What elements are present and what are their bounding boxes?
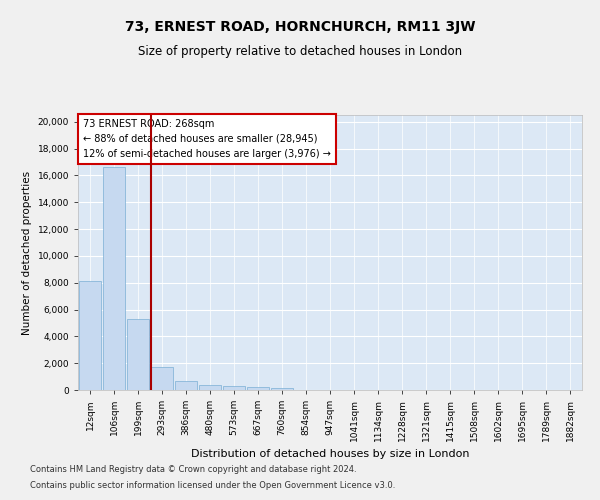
Text: 73 ERNEST ROAD: 268sqm
← 88% of detached houses are smaller (28,945)
12% of semi: 73 ERNEST ROAD: 268sqm ← 88% of detached… — [83, 119, 331, 158]
Y-axis label: Number of detached properties: Number of detached properties — [22, 170, 32, 334]
Text: Size of property relative to detached houses in London: Size of property relative to detached ho… — [138, 45, 462, 58]
Bar — [103, 168, 125, 390]
Bar — [79, 282, 101, 390]
Text: 73, ERNEST ROAD, HORNCHURCH, RM11 3JW: 73, ERNEST ROAD, HORNCHURCH, RM11 3JW — [125, 20, 475, 34]
Bar — [223, 386, 245, 390]
X-axis label: Distribution of detached houses by size in London: Distribution of detached houses by size … — [191, 450, 469, 460]
Bar — [175, 380, 197, 390]
Bar — [199, 386, 221, 390]
Text: Contains HM Land Registry data © Crown copyright and database right 2024.: Contains HM Land Registry data © Crown c… — [30, 466, 356, 474]
Bar — [247, 388, 269, 390]
Text: Contains public sector information licensed under the Open Government Licence v3: Contains public sector information licen… — [30, 480, 395, 490]
Bar — [151, 366, 173, 390]
Bar — [271, 388, 293, 390]
Bar — [127, 319, 149, 390]
